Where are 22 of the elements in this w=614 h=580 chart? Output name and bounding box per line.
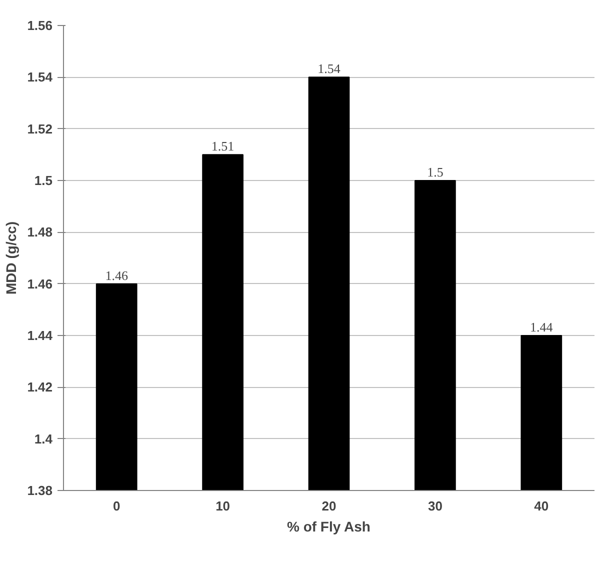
- y-tick-label: 1.54: [27, 70, 54, 85]
- y-tick-label: 1.52: [27, 121, 53, 136]
- y-tick-label: 1.38: [27, 483, 53, 498]
- x-axis-title: % of Fly Ash: [286, 518, 370, 534]
- y-tick-label: 1.5: [34, 173, 53, 188]
- y-tick-label: 1.46: [27, 276, 53, 292]
- x-tick-label: 0: [112, 498, 120, 514]
- data-label: 1.46: [105, 268, 128, 283]
- data-label: 1.44: [530, 320, 554, 334]
- x-tick-label: 30: [428, 498, 442, 514]
- y-tick-label: 1.56: [27, 18, 53, 33]
- data-label: 1.51: [211, 138, 234, 154]
- x-tick-label: 10: [216, 498, 230, 514]
- y-tick-label: 1.44: [27, 328, 54, 343]
- x-tick-label: 20: [322, 498, 336, 514]
- y-tick-label: 1.48: [27, 224, 53, 240]
- y-axis-title: MDD (g/cc): [3, 221, 20, 295]
- data-label: 1.5: [427, 164, 444, 180]
- x-tick-label: 40: [534, 498, 549, 514]
- y-tick-label: 1.42: [27, 380, 53, 395]
- y-tick-label: 1.4: [34, 431, 54, 446]
- data-label: 1.54: [318, 61, 341, 76]
